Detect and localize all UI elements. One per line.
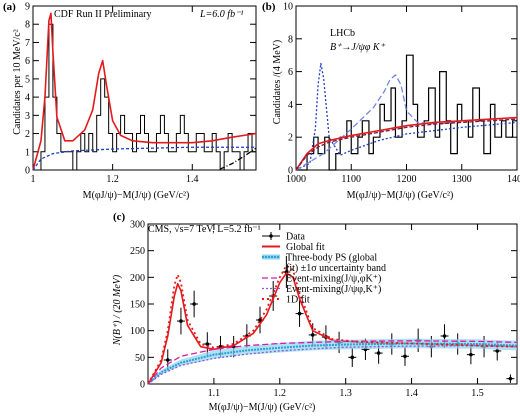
y-tick-label: 150 xyxy=(130,300,145,311)
legend-label: Three-body PS (global xyxy=(286,253,377,264)
y-tick-label: 3 xyxy=(25,111,30,122)
panel-c-marks xyxy=(147,256,518,385)
data-point xyxy=(297,311,302,316)
legend-swatch xyxy=(269,234,273,238)
legend-label: Event-mixing(J/ψφ,K⁺) xyxy=(286,284,381,295)
three-body-ps-curve xyxy=(147,342,518,385)
data-point xyxy=(376,351,381,355)
y-tick-label: 6 xyxy=(25,56,30,67)
y-tick-label: 2 xyxy=(288,133,293,144)
y-tick-label: 2 xyxy=(25,129,30,140)
y-tick-label: 250 xyxy=(130,246,145,257)
plot-frame xyxy=(32,5,257,171)
peak-component-curve xyxy=(295,74,518,171)
panel-c-label: (c) xyxy=(113,211,126,223)
x-tick-label: 1200 xyxy=(397,174,417,185)
data-point xyxy=(350,355,355,360)
x-tick-label: 1.4 xyxy=(405,388,418,399)
y-tick-label: 0 xyxy=(288,166,293,177)
y-tick-label: 50 xyxy=(135,353,145,364)
y-tick-label: 9 xyxy=(25,2,30,13)
panel-a-xlabel: M(φJ/ψ)−M(J/ψ) (GeV/c²) xyxy=(83,190,190,201)
fit-curve xyxy=(32,12,257,171)
background-curve xyxy=(32,146,256,171)
panel-b: (b) LHCb B⁺→J/ψφ K⁺ Candidates /(4 MeV) … xyxy=(262,1,520,201)
y-tick-label: 8 xyxy=(25,20,30,31)
y-tick-label: 8 xyxy=(288,34,293,45)
x-tick-label: 1 xyxy=(31,174,36,185)
data-point xyxy=(165,358,170,362)
y-tick-label: 300 xyxy=(130,220,145,231)
panel-a-marks xyxy=(32,12,257,171)
panel-c: (c) CMS, √s=7 TeV, L=5.2 fb⁻¹ N(B⁺) / (2… xyxy=(112,211,518,413)
histogram-series xyxy=(33,23,256,171)
data-point xyxy=(403,354,407,359)
y-tick-label: 7 xyxy=(25,38,30,49)
panel-a-label: (a) xyxy=(3,1,16,13)
x-tick-label: 1.5 xyxy=(471,388,484,399)
x-tick-label: 1.2 xyxy=(106,174,119,185)
x-tick-label: 1.4 xyxy=(186,174,199,185)
data-point xyxy=(469,352,473,357)
legend-label: fit) ±1σ uncertainty band xyxy=(286,263,386,274)
legend-label: Global fit xyxy=(286,242,325,253)
y-tick-label: 4 xyxy=(25,93,30,104)
panel-c-axes: 1.1 1.2 1.3 1.4 1.5 0 50 100 150 200 250 300 xyxy=(130,220,518,399)
data-point xyxy=(310,333,315,337)
peak-component-curve xyxy=(295,62,518,171)
x-tick-label: 1.1 xyxy=(208,388,221,399)
y-tick-label: 10 xyxy=(283,2,293,13)
panel-a-luminosity: L=6.0 fb⁻¹ xyxy=(199,9,243,20)
panel-c-xlabel: M(φJ/ψ)−M(J/ψ) (GeV/c²) xyxy=(209,402,316,413)
mixing-curve xyxy=(147,340,518,385)
data-point xyxy=(442,334,447,338)
y-tick-label: 6 xyxy=(288,67,293,78)
x-tick-label: 1.2 xyxy=(274,388,287,399)
data-point xyxy=(495,349,500,353)
data-point xyxy=(205,342,210,346)
y-tick-label: 1 xyxy=(25,147,30,158)
data-point xyxy=(508,376,513,381)
data-point xyxy=(192,302,196,306)
legend-label: 1D fit xyxy=(286,295,310,306)
panel-b-ylabel: Candidates /(4 MeV) xyxy=(272,40,283,124)
x-tick-label: 1.3 xyxy=(339,388,352,399)
legend-label: Event-mixing(J/ψ,φK⁺) xyxy=(286,274,381,285)
x-tick-label: 1000 xyxy=(286,174,306,185)
panel-b-experiment: LHCb xyxy=(330,28,355,39)
data-point xyxy=(258,318,262,322)
panel-a-experiment: CDF Run II Preliminary xyxy=(54,9,152,20)
panel-a: (a) CDF Run II Preliminary L=6.0 fb⁻¹ Ca… xyxy=(3,1,257,201)
other-curve xyxy=(219,147,257,170)
y-tick-label: 0 xyxy=(140,380,145,391)
x-tick-label: 1300 xyxy=(452,174,472,185)
y-tick-label: 200 xyxy=(130,273,145,284)
y-tick-label: 5 xyxy=(25,74,30,85)
panel-b-marks xyxy=(295,54,518,171)
y-tick-label: 0 xyxy=(25,166,30,177)
legend-label: Data xyxy=(286,232,305,243)
histogram-series xyxy=(296,54,517,171)
panel-b-decay: B⁺→J/ψφ K⁺ xyxy=(330,42,386,53)
panel-a-ylabel: Candidates per 10 MeV/c² xyxy=(12,29,23,134)
y-tick-label: 100 xyxy=(130,326,145,337)
fit-curve xyxy=(295,116,518,171)
x-tick-label: 1100 xyxy=(341,174,361,185)
panel-c-ylabel: N(B⁺) / (20 MeV) xyxy=(112,274,123,346)
panel-c-experiment: CMS, √s=7 TeV, L=5.2 fb⁻¹ xyxy=(148,224,261,235)
y-tick-label: 4 xyxy=(288,100,293,111)
uncertainty-band xyxy=(148,338,517,384)
panel-b-xlabel: M(φJ/ψ)−M(J/ψ) (GeV/c²) xyxy=(347,190,454,201)
panel-b-label: (b) xyxy=(262,1,276,13)
background-curve xyxy=(295,118,518,171)
data-point xyxy=(179,319,183,323)
